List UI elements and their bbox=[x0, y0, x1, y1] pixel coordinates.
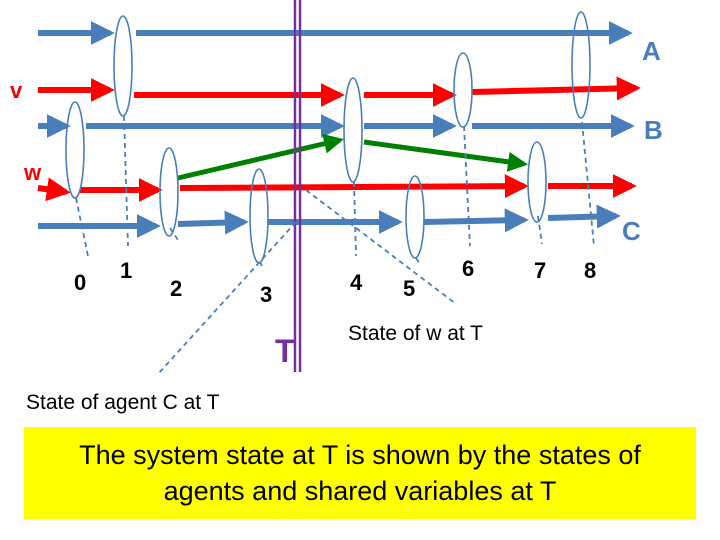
line-label-b: B bbox=[644, 115, 663, 145]
event-label-8: 8 bbox=[584, 258, 596, 283]
event-label-1: 1 bbox=[120, 258, 132, 283]
note-state-of-w: State of w at T bbox=[348, 322, 483, 345]
event-label-0: 0 bbox=[74, 270, 86, 295]
annotation-pointers bbox=[157, 189, 457, 375]
event-3-ellipse bbox=[249, 168, 269, 264]
event-label-4: 4 bbox=[350, 270, 363, 295]
message-arrows bbox=[177, 133, 528, 181]
event-6-ellipse bbox=[453, 52, 473, 128]
event-labels: 0 1 2 3 4 5 6 7 8 bbox=[74, 256, 596, 307]
event-label-5: 5 bbox=[403, 276, 415, 301]
event-label-6: 6 bbox=[462, 256, 474, 281]
variable-w-line bbox=[37, 174, 637, 202]
event-drop-lines bbox=[75, 115, 595, 267]
variable-v-line bbox=[38, 76, 641, 107]
event-label-7: 7 bbox=[534, 258, 546, 283]
event-label-3: 3 bbox=[260, 282, 272, 307]
message-arrow-2-4 bbox=[177, 133, 344, 181]
message-arrow-4-7 bbox=[363, 139, 528, 172]
pointer-state-of-c bbox=[157, 221, 297, 375]
note-state-of-agent-c: State of agent C at T bbox=[26, 391, 220, 414]
event-7-ellipse bbox=[527, 141, 547, 223]
caption-text: The system state at T is shown by the st… bbox=[79, 440, 641, 506]
line-label-c: C bbox=[622, 216, 641, 246]
agent-c-line bbox=[38, 204, 621, 238]
event-8-ellipse bbox=[571, 11, 591, 119]
line-label-w: w bbox=[23, 160, 42, 185]
event-0-ellipse bbox=[65, 101, 85, 199]
line-label-a: A bbox=[642, 36, 661, 66]
event-5-ellipse bbox=[405, 175, 425, 259]
cut-line bbox=[293, 0, 302, 372]
cut-label: T bbox=[275, 333, 295, 369]
event-2-ellipse bbox=[159, 147, 179, 237]
line-label-v: v bbox=[10, 78, 23, 103]
event-1-ellipse bbox=[113, 15, 133, 117]
pointer-state-of-w bbox=[305, 189, 457, 305]
event-label-2: 2 bbox=[170, 276, 182, 301]
event-4-ellipse bbox=[343, 77, 363, 183]
caption-box: The system state at T is shown by the st… bbox=[24, 427, 696, 519]
